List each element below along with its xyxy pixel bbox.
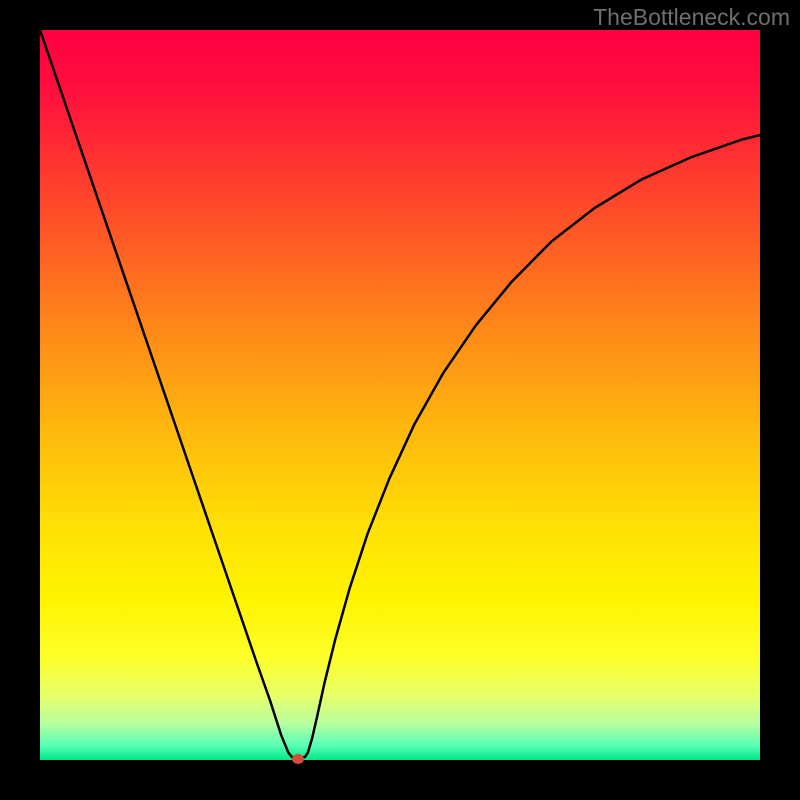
chart-root: TheBottleneck.com <box>0 0 800 800</box>
optimal-point-marker <box>292 754 304 764</box>
plot-area <box>40 30 760 760</box>
watermark-text: TheBottleneck.com <box>593 4 790 31</box>
bottleneck-curve <box>40 30 760 760</box>
